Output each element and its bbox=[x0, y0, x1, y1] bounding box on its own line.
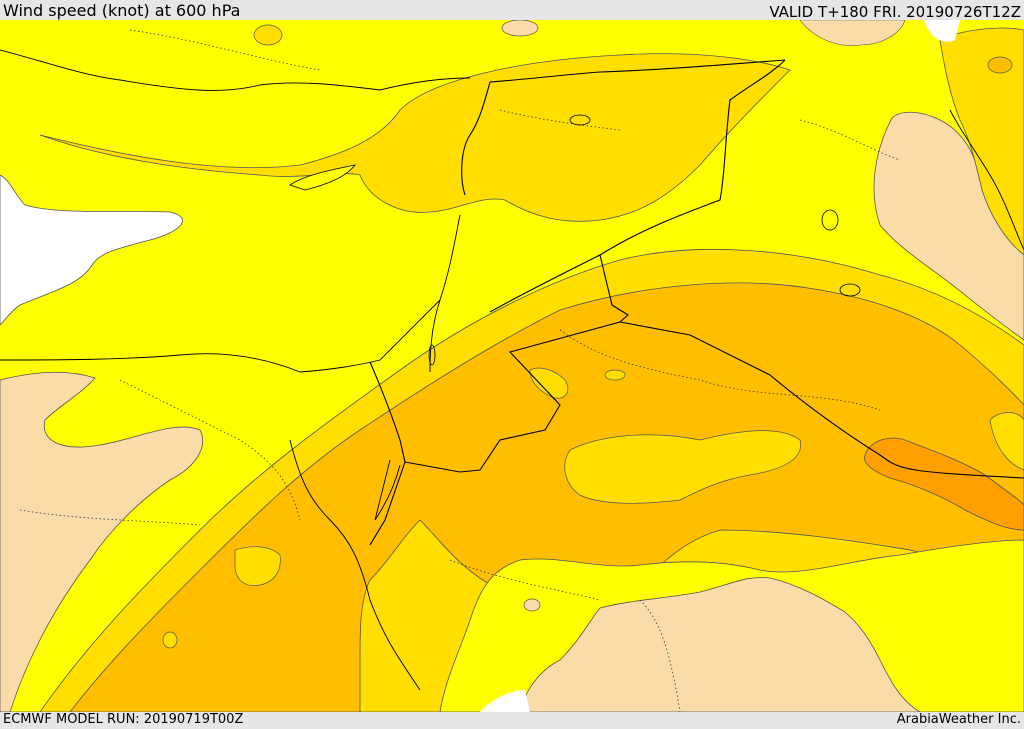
small-patch-4 bbox=[987, 56, 1013, 74]
province-boundaries bbox=[19, 29, 901, 712]
small-patch-3 bbox=[523, 598, 541, 612]
small-patch-2 bbox=[604, 369, 626, 381]
valid-time: VALID T+180 FRI. 20190726T12Z bbox=[769, 3, 1021, 21]
header-bar: Wind speed (knot) at 600 hPa VALID T+180… bbox=[0, 0, 1024, 21]
small-patch-6 bbox=[501, 20, 539, 37]
lake-van bbox=[821, 209, 839, 231]
white-patch-bottom bbox=[480, 690, 530, 712]
credit: ArabiaWeather Inc. bbox=[896, 712, 1021, 727]
country-borders bbox=[369, 59, 1024, 546]
tan-zone-south bbox=[519, 577, 921, 712]
footer-bar: ECMWF MODEL RUN: 20190719T00Z ArabiaWeat… bbox=[0, 712, 1024, 729]
gold-patch-interior-1 bbox=[564, 430, 801, 504]
tan-zone-west bbox=[0, 371, 203, 712]
tan-zone-northeast bbox=[873, 111, 1024, 341]
map-title: Wind speed (knot) at 600 hPa bbox=[3, 1, 241, 20]
small-patch-1 bbox=[162, 631, 178, 649]
coastlines bbox=[0, 49, 1024, 691]
white-zone-west bbox=[0, 174, 183, 326]
dead-sea bbox=[428, 344, 436, 366]
white-patch-top-right bbox=[924, 20, 960, 42]
model-run: ECMWF MODEL RUN: 20190719T00Z bbox=[3, 712, 244, 727]
lake-tuz bbox=[569, 114, 591, 126]
wind-speed-map[interactable] bbox=[0, 20, 1024, 712]
orange-core-east bbox=[863, 437, 1024, 531]
gold-patch-interior-2 bbox=[529, 367, 569, 399]
gold-patch-interior-3 bbox=[234, 546, 281, 586]
small-patch-5 bbox=[253, 24, 283, 46]
gold-patch-interior-4 bbox=[989, 412, 1024, 471]
island-cyprus bbox=[289, 164, 356, 191]
tan-patch-top bbox=[799, 20, 906, 46]
lake-urmia bbox=[839, 283, 861, 297]
gold-zone-northeast bbox=[939, 27, 1024, 256]
